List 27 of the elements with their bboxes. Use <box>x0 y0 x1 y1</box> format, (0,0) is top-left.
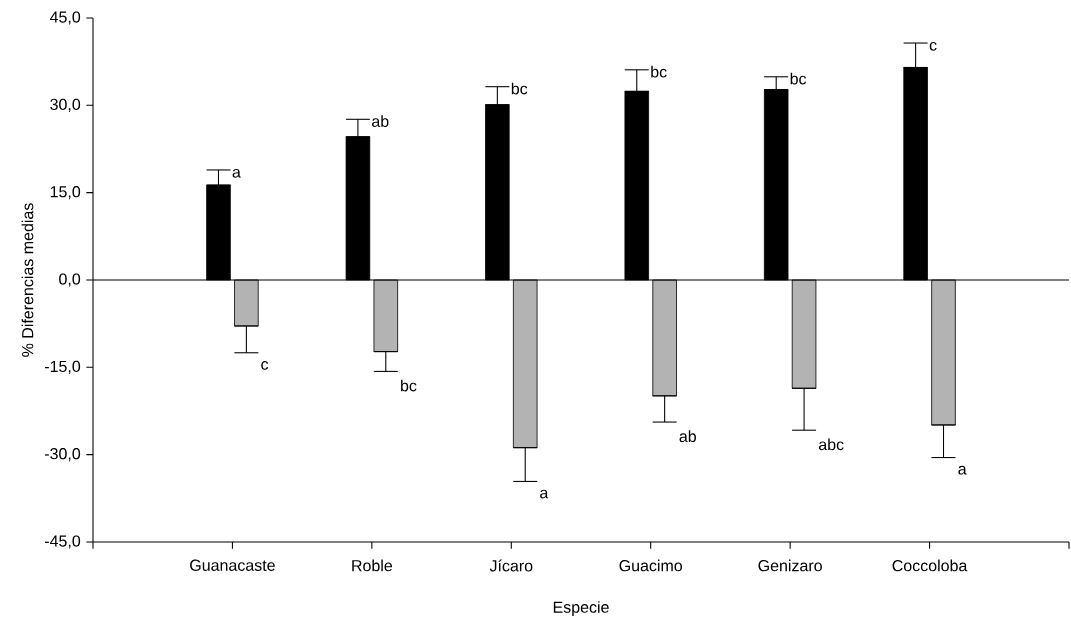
annotation: bc <box>651 65 667 78</box>
y-tick-label: 45,0 <box>49 11 81 25</box>
y-tick-label: 0,0 <box>59 273 81 287</box>
x-tick-label: Jícaro <box>489 559 533 572</box>
y-tick-label: 15,0 <box>50 186 81 200</box>
y-axis-title: % Diferencias medias <box>21 203 34 357</box>
annotation: abc <box>818 438 844 451</box>
y-tick-label: -30,0 <box>44 448 81 462</box>
x-tick-label: Genizaro <box>758 559 822 572</box>
annotation: bc <box>401 379 417 392</box>
annotation: bc <box>511 82 528 95</box>
x-axis-title: Especie <box>553 601 609 617</box>
annotation: a <box>540 489 549 499</box>
annotation: bc <box>790 72 807 85</box>
annotation: a <box>958 465 967 475</box>
annotation: a <box>232 168 241 178</box>
annotation: c <box>929 41 937 51</box>
x-tick-label: Guanacaste <box>190 559 275 571</box>
y-tick-label: 30,0 <box>50 98 81 112</box>
y-tick-label: -45,0 <box>44 535 81 549</box>
annotation: c <box>261 361 269 370</box>
x-tick-label: Roble <box>352 559 393 572</box>
annotation: ab <box>679 430 696 443</box>
x-tick-label: Coccoloba <box>892 559 968 572</box>
annotation: ab <box>372 115 389 128</box>
y-tick-label: -15,0 <box>44 360 81 374</box>
x-tick-label: Guacimo <box>619 559 683 572</box>
